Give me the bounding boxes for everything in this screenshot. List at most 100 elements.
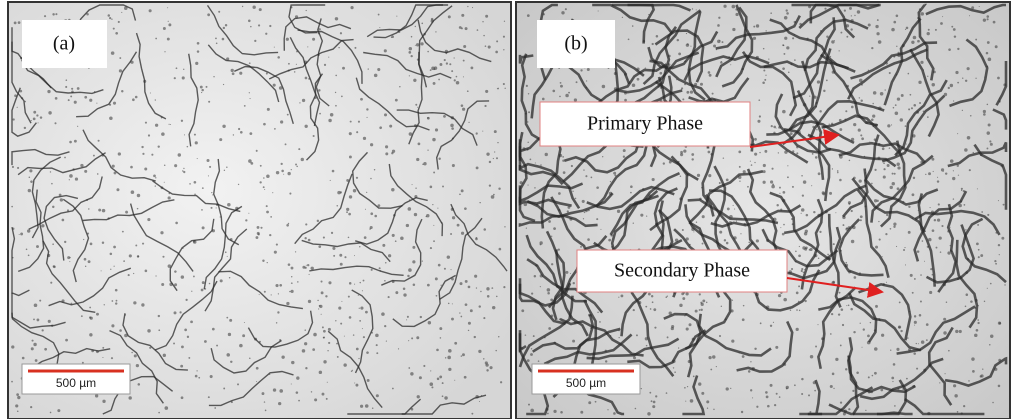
texture <box>376 352 379 355</box>
texture <box>708 174 712 178</box>
texture <box>11 205 13 208</box>
texture <box>952 100 955 102</box>
texture <box>459 282 463 286</box>
texture <box>503 49 505 51</box>
texture <box>450 203 508 272</box>
texture <box>707 71 711 74</box>
texture <box>685 292 689 296</box>
texture <box>651 42 654 46</box>
texture <box>695 9 697 11</box>
texture <box>944 172 948 175</box>
texture <box>706 407 709 409</box>
texture <box>227 332 232 337</box>
texture <box>580 69 583 72</box>
texture <box>186 335 190 339</box>
texture <box>859 215 863 219</box>
texture <box>155 37 158 40</box>
texture <box>407 207 412 211</box>
texture <box>248 159 252 163</box>
texture <box>466 90 469 93</box>
texture <box>971 6 975 10</box>
texture <box>687 11 706 101</box>
texture <box>207 13 211 17</box>
texture <box>304 342 308 346</box>
texture <box>878 238 881 241</box>
texture <box>731 299 734 301</box>
texture <box>342 66 345 70</box>
texture <box>548 220 551 223</box>
texture <box>876 19 879 21</box>
texture <box>451 216 456 220</box>
texture <box>353 255 355 257</box>
texture <box>915 342 917 345</box>
texture <box>414 44 416 46</box>
texture <box>497 141 499 144</box>
texture <box>277 293 280 295</box>
texture <box>401 394 487 415</box>
texture <box>977 223 980 226</box>
texture <box>391 233 395 237</box>
texture <box>71 87 74 90</box>
texture <box>111 300 114 302</box>
texture <box>848 292 922 352</box>
texture <box>440 284 442 286</box>
texture <box>712 355 716 359</box>
texture <box>422 163 424 165</box>
texture <box>904 264 906 266</box>
texture <box>97 139 100 142</box>
texture <box>207 396 210 399</box>
texture <box>133 272 135 275</box>
texture <box>779 186 781 189</box>
texture <box>464 279 468 283</box>
texture <box>495 349 497 352</box>
texture <box>773 125 777 129</box>
texture <box>19 89 23 93</box>
texture <box>266 174 270 178</box>
texture <box>296 376 300 380</box>
texture <box>467 5 469 8</box>
texture <box>82 129 156 182</box>
texture <box>14 94 17 97</box>
texture <box>119 57 122 59</box>
texture <box>725 178 729 182</box>
texture <box>257 233 260 236</box>
texture <box>850 28 853 31</box>
texture <box>917 39 920 43</box>
texture <box>748 241 751 244</box>
texture <box>154 280 218 351</box>
texture <box>102 346 105 349</box>
texture <box>920 274 922 276</box>
texture <box>764 78 767 81</box>
texture <box>54 97 58 100</box>
texture <box>650 400 653 403</box>
texture <box>917 343 919 345</box>
texture <box>484 45 487 47</box>
texture <box>883 162 885 165</box>
texture <box>383 49 387 53</box>
texture <box>871 374 874 377</box>
texture <box>277 56 280 59</box>
texture <box>421 260 423 262</box>
texture <box>607 409 609 411</box>
texture <box>848 159 851 162</box>
texture <box>408 132 413 136</box>
texture <box>896 45 898 48</box>
texture <box>700 301 703 304</box>
texture <box>838 50 840 52</box>
texture <box>715 4 747 78</box>
texture <box>415 187 417 189</box>
texture <box>25 248 28 251</box>
texture <box>624 98 627 102</box>
texture <box>43 15 47 18</box>
texture <box>20 232 24 236</box>
texture <box>861 137 864 141</box>
texture <box>583 211 586 214</box>
texture <box>241 5 244 8</box>
texture <box>916 367 919 370</box>
texture <box>462 59 465 62</box>
texture <box>434 128 439 132</box>
texture <box>913 320 917 324</box>
texture <box>429 185 433 189</box>
texture <box>965 293 969 296</box>
texture <box>31 339 34 342</box>
